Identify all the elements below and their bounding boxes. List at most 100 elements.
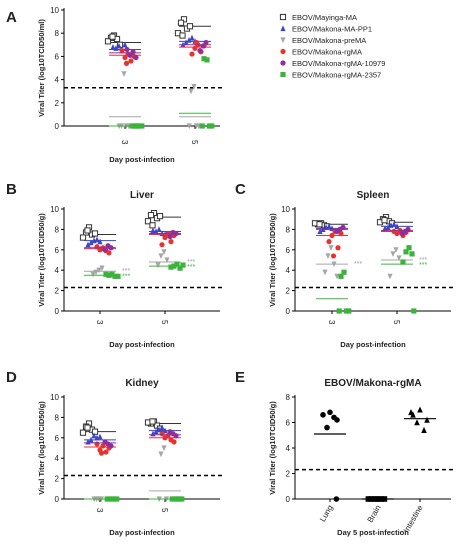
x-tick-label: Lung: [318, 504, 335, 524]
data-point: [326, 223, 332, 229]
data-point: [192, 45, 198, 51]
data-point: [381, 496, 388, 502]
data-point: [335, 245, 341, 251]
legend-marker: [280, 48, 286, 55]
data-point: [164, 257, 170, 264]
data-point: [161, 249, 167, 255]
data-point: [173, 230, 179, 237]
y-tick-label: 10: [50, 393, 59, 402]
data-point: [193, 39, 200, 46]
data-point: [391, 221, 397, 227]
data-point: [330, 253, 337, 259]
data-point: [108, 245, 114, 251]
legend-label: EBOV/Makona-preMA: [292, 36, 366, 45]
legend-marker: [280, 71, 286, 78]
y-tick-label: 0: [286, 495, 291, 504]
x-tick-label: 5: [392, 320, 401, 325]
data-point: [375, 496, 381, 502]
data-point: [200, 43, 206, 49]
data-point: [400, 259, 406, 265]
panel-E: E EBOV/Makona-rgMA 0 2 4 6 8 Viral Titer (log10…: [235, 369, 453, 537]
data-point: [130, 49, 136, 55]
data-point: [99, 265, 105, 272]
data-point: [324, 424, 330, 431]
data-point: [112, 273, 118, 279]
y-tick-label: 6: [286, 246, 291, 255]
legend-marker: [279, 13, 287, 21]
data-point: [104, 38, 112, 45]
data-point: [124, 46, 130, 53]
data-point: [144, 218, 152, 225]
data-point: [158, 451, 164, 458]
significance-marker: ***: [419, 257, 427, 264]
significance-marker: ***: [354, 261, 362, 268]
data-point: [162, 234, 168, 241]
y-tick-label: 4: [286, 444, 291, 453]
data-point: [409, 251, 415, 257]
legend-label: EBOV/Mayinga-MA: [292, 13, 357, 22]
data-point: [150, 227, 156, 234]
panel-label: B: [6, 181, 17, 198]
data-point: [394, 223, 400, 229]
data-point: [197, 48, 203, 54]
data-point: [91, 230, 99, 237]
data-point: [411, 308, 417, 314]
data-point: [79, 429, 87, 436]
data-point: [96, 267, 102, 274]
data-point: [334, 273, 340, 280]
data-point: [84, 424, 91, 431]
x-tick-label: 5: [160, 508, 169, 513]
data-point: [399, 230, 405, 237]
significance-marker: ***: [122, 273, 130, 280]
y-tick-label: 0: [286, 307, 291, 316]
data-point: [341, 269, 347, 275]
data-point: [155, 262, 161, 269]
data-point: [381, 217, 388, 224]
data-point: [149, 418, 156, 425]
panel-title: Spleen: [357, 190, 390, 201]
panel-label: C: [235, 181, 246, 198]
data-point: [129, 123, 135, 129]
data-point: [167, 233, 173, 240]
data-point: [173, 433, 179, 439]
data-point: [168, 264, 174, 270]
data-point: [153, 428, 159, 435]
data-point: [189, 51, 195, 57]
data-point: [104, 496, 110, 502]
data-point: [328, 245, 334, 251]
data-point: [97, 238, 103, 245]
data-point: [338, 230, 344, 237]
y-tick-label: 4: [55, 76, 60, 85]
data-point: [186, 37, 192, 43]
data-point: [147, 212, 155, 219]
y-tick-label: 2: [286, 287, 291, 296]
data-point: [133, 123, 139, 129]
y-tick-label: 2: [55, 287, 60, 296]
x-tick-label: 3: [95, 508, 104, 513]
data-point: [102, 439, 108, 445]
data-point: [90, 271, 96, 278]
data-point: [201, 56, 207, 62]
y-tick-label: 6: [55, 52, 60, 61]
x-tick-label: Intestine: [402, 503, 425, 534]
panel-label: D: [6, 369, 17, 386]
data-point: [180, 262, 186, 268]
x-tick-label: Brain: [366, 504, 383, 525]
data-point: [336, 308, 342, 314]
y-tick-label: 2: [286, 470, 291, 479]
data-point: [316, 221, 323, 228]
data-point: [183, 39, 189, 46]
significance-marker: ***: [187, 259, 195, 266]
legend: EBOV/Mayinga-MA EBOV/Makona-MA-PP1 EBOV/Ma…: [279, 13, 385, 80]
data-point: [408, 409, 414, 416]
data-point: [98, 450, 105, 456]
data-point: [186, 123, 192, 130]
y-tick-label: 0: [55, 495, 60, 504]
data-point: [159, 242, 165, 248]
data-point: [340, 224, 346, 230]
panel-label: A: [6, 9, 17, 26]
data-point: [338, 273, 344, 279]
data-point: [372, 496, 378, 502]
data-point: [322, 269, 328, 276]
data-point: [159, 431, 165, 437]
